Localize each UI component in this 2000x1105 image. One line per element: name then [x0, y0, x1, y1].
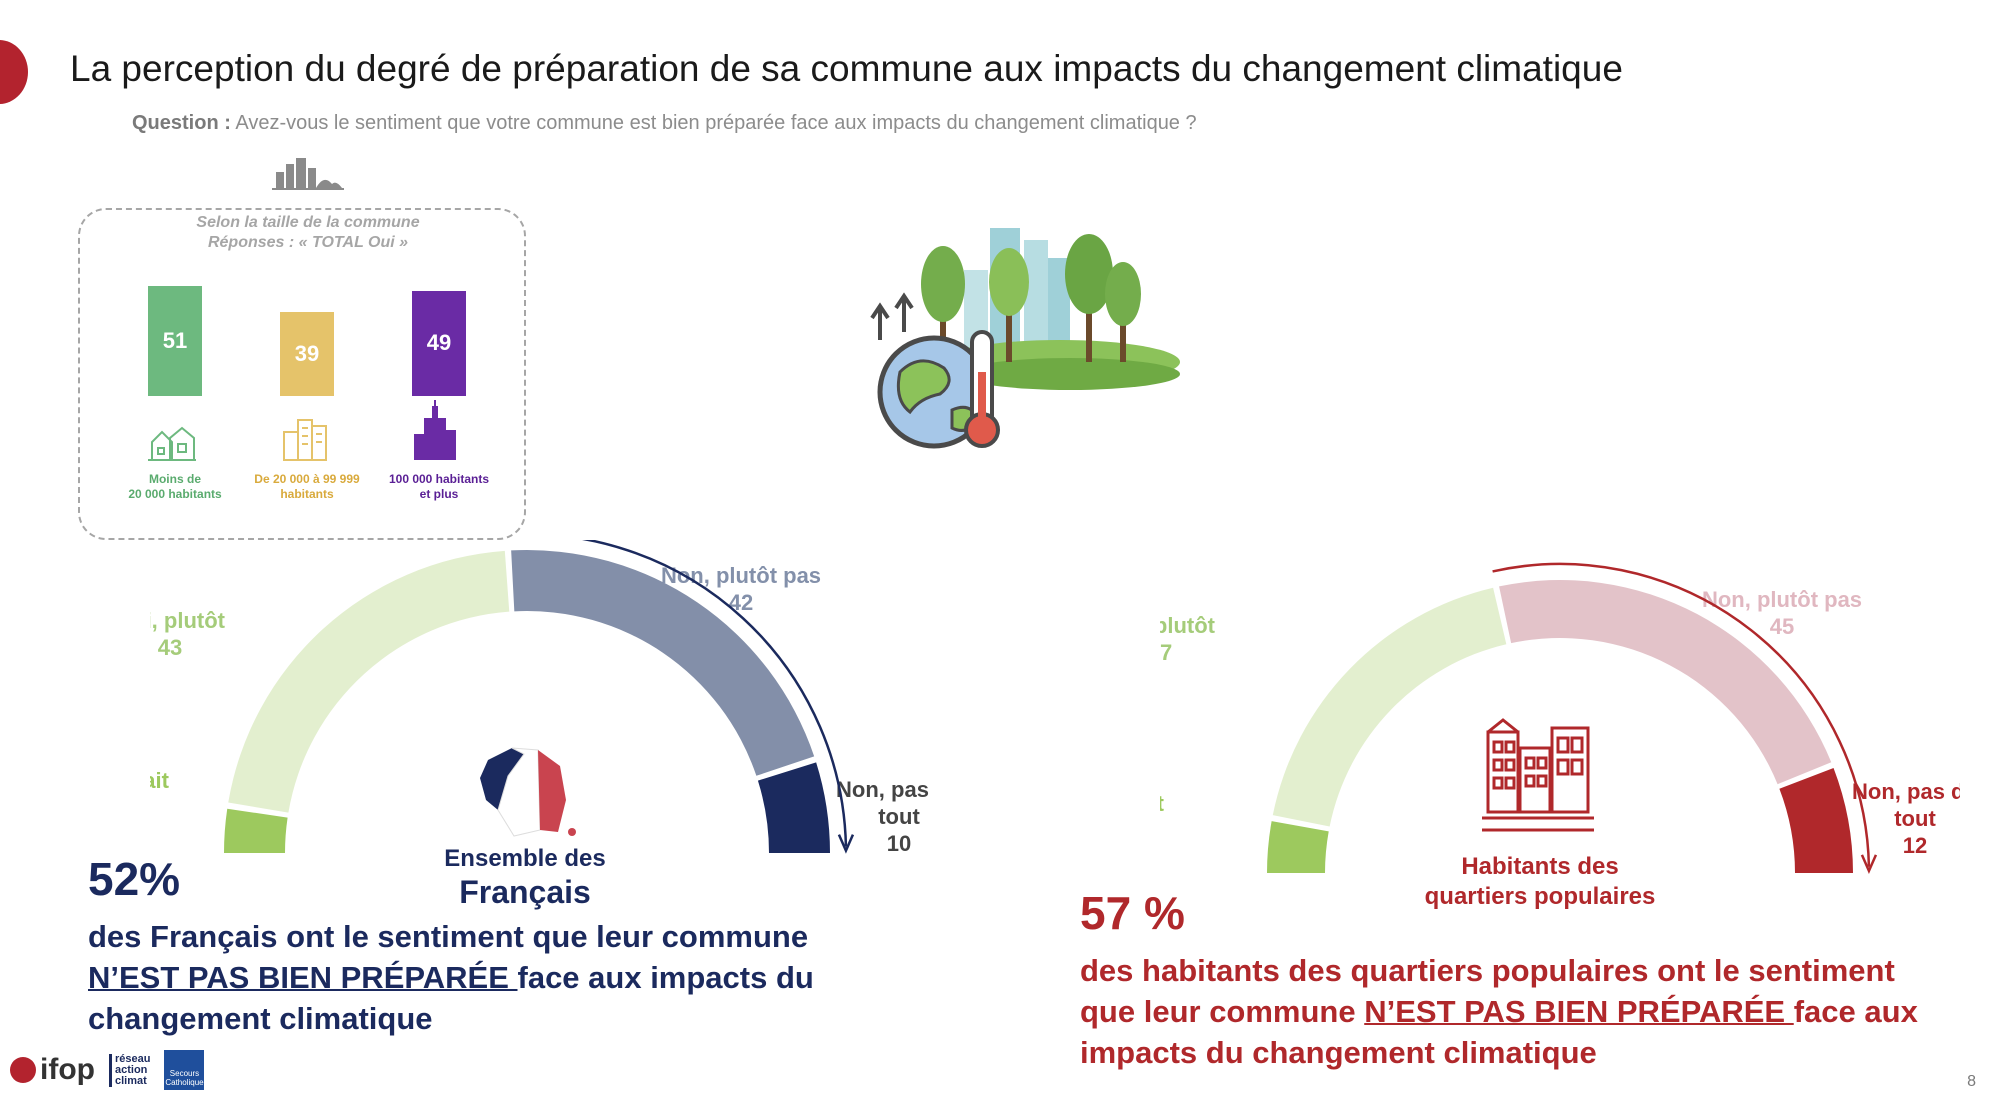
mid-city-icon [283, 419, 327, 461]
question-body: Avez-vous le sentiment que votre commune… [230, 112, 1197, 134]
left-stat-line3: changement climatique [88, 1001, 433, 1036]
gauge-right-label-1-1: Oui, tout à fait [1160, 791, 1165, 816]
left-stat-line2: N’EST PAS BIEN PRÉPARÉE face aux impacts… [88, 957, 908, 998]
gauge-right-label-3-2: 45 [1770, 614, 1794, 639]
gauge-right-label-2-2: 37 [1160, 640, 1172, 665]
question-text: Question : Avez-vous le sentiment que vo… [132, 112, 1197, 135]
gauge-left-label-1-1: Oui, tout à fait [150, 768, 170, 793]
gauge-right-title-2: quartiers populaires [1424, 883, 1656, 910]
city-skyline-icon [272, 158, 344, 190]
right-stat-text: des habitants des quartiers populaires o… [1080, 950, 1995, 1073]
left-stat-pct: 52% [88, 853, 181, 905]
ifop-wordmark: ifop [40, 1053, 95, 1086]
rac-line-2: action [114, 1063, 148, 1076]
right-stat-line3: impacts du changement climatique [1080, 1035, 1597, 1070]
left-stat-line2-rest: face aux impacts du [517, 960, 814, 995]
gauge-right-label-3-1: Non, plutôt pas [1702, 587, 1862, 612]
gauge-left-slice-3 [511, 550, 815, 776]
gauge-left-title-2: Français [459, 874, 591, 910]
right-stat-pct: 57 % [1080, 887, 1185, 939]
rac-logo: réseau action climat [108, 1052, 151, 1087]
climate-illustration-icon [870, 228, 1180, 449]
gauge-right-label-4-1: Non, pas du [1852, 779, 1960, 804]
gauge-left-arrow-arc [581, 540, 848, 847]
sc-line-2: Catholique [165, 1078, 204, 1087]
inset-panel [78, 208, 526, 540]
gauge-left-label-2-2: 43 [158, 635, 182, 660]
gauge-left-label-4-3: 10 [887, 831, 911, 856]
gauge-left-label-3-2: 42 [729, 590, 753, 615]
gauge-right-slice-2 [1272, 587, 1507, 827]
footer-logos: ifop réseau action climat Secours Cathol… [10, 1050, 205, 1090]
inset-bar-3: 49 [412, 290, 466, 396]
gauge-right-slice-3 [1499, 580, 1832, 785]
small-town-icon [148, 426, 196, 461]
gauge-right-slice-1 [1267, 821, 1329, 873]
gauge-left-slice-1 [224, 808, 288, 853]
gauge-right-label-2-1: Oui, plutôt [1160, 613, 1216, 638]
right-stat-line2: que leur commune N’EST PAS BIEN PRÉPARÉE… [1080, 991, 1995, 1032]
right-stat-line1: des habitants des quartiers populaires o… [1080, 953, 1895, 988]
right-stat-line2-prefix: que leur commune [1080, 994, 1365, 1029]
france-map-icon [480, 747, 576, 837]
ifop-dot-icon [10, 1057, 36, 1083]
section-marker [0, 40, 28, 104]
inset-subtitle-1: Selon la taille de la commune [196, 214, 420, 231]
inset-bar-2: 39 [280, 312, 334, 396]
gauge-right-slice-4 [1779, 767, 1853, 873]
left-stat-line1: des Français ont le sentiment que leur c… [88, 919, 809, 954]
gauge-left-label-4-1: Non, pas du [836, 777, 930, 802]
left-stat-emphasis: N’EST PAS BIEN PRÉPARÉE [88, 960, 518, 995]
left-stat-text: des Français ont le sentiment que leur c… [88, 916, 908, 1039]
right-stat-emphasis: N’EST PAS BIEN PRÉPARÉE [1364, 994, 1794, 1029]
ifop-logo: ifop [10, 1053, 95, 1087]
inset-subtitle-2: Réponses : « TOTAL Oui » [207, 234, 409, 251]
gauge-right-title-1: Habitants des [1461, 853, 1619, 880]
gauge-right-label-4-2: tout [1894, 806, 1936, 831]
gauge-quartiers-populaires: Oui, tout à fait6Oui, plutôt37Non, plutô… [1160, 562, 1960, 874]
rac-line-3: climat [114, 1074, 147, 1087]
gauge-left-slice-2 [228, 550, 510, 813]
neighborhood-buildings-icon [1482, 718, 1594, 832]
gauge-left-label-3-1: Non, plutôt pas [661, 563, 821, 588]
gauge-right-label-4-3: 12 [1903, 833, 1927, 858]
gauge-left-label-4-2: tout [878, 804, 920, 829]
gauge-left-slice-4 [757, 762, 830, 853]
rac-line-1: réseau [114, 1052, 151, 1065]
page-number: 8 [1967, 1073, 1976, 1090]
secours-catholique-logo: Secours Catholique [164, 1050, 205, 1090]
right-stat-line2-rest: face aux [1793, 994, 1918, 1029]
gauge-left-label-2-1: Oui, plutôt [150, 608, 226, 633]
gauge-right-arrow-head [1860, 854, 1878, 874]
inset-bar-label-2: De 20 000 à 99 999 habitants [254, 472, 360, 501]
question-prefix: Question : [132, 112, 231, 134]
inset-bar-1: 51 [148, 286, 202, 396]
page-title: La perception du degré de préparation de… [70, 48, 1623, 89]
gauge-left-title-1: Ensemble des [444, 845, 606, 872]
gauge-right-arrow-arc [1492, 562, 1871, 867]
inset-bar-label-3: 100 000 habitants et plus [388, 472, 490, 501]
sc-line-1: Secours [169, 1069, 200, 1078]
gauge-left-arrow-head [837, 834, 855, 854]
big-city-icon [414, 400, 456, 460]
inset-bar-label-1: Moins de 20 000 habitants [128, 472, 222, 501]
